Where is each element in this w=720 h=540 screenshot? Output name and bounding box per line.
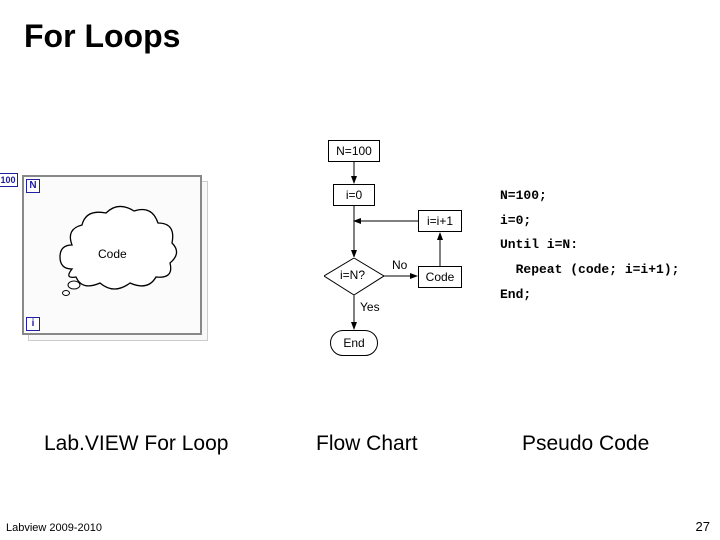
flowchart-node-end: End — [330, 330, 378, 356]
flowchart-node-n100: N=100 — [328, 140, 380, 162]
pseudocode-block: N=100; i=0; Until i=N: Repeat (code; i=i… — [500, 184, 679, 307]
pseudocode-line: End; — [500, 287, 531, 302]
flowchart-node-code: Code — [418, 266, 462, 288]
labview-i-corner: i — [26, 317, 40, 331]
flowchart-arrows — [300, 140, 490, 365]
labview-n-corner: N — [26, 179, 40, 193]
flowchart-node-i0: i=0 — [333, 184, 375, 206]
flowchart-edge-no: No — [392, 258, 407, 272]
caption-labview: Lab.VIEW For Loop — [44, 432, 228, 456]
flowchart-edge-yes: Yes — [360, 300, 380, 314]
pseudocode-line: N=100; — [500, 188, 547, 203]
footer-left: Labview 2009-2010 — [6, 522, 102, 534]
labview-frame: 100 N i Code — [22, 175, 202, 335]
flowchart-diagram: N=100 i=0 i=i+1 i=N? Code End No Yes — [300, 140, 490, 365]
flowchart-decision-label: i=N? — [340, 268, 365, 282]
caption-pseudo: Pseudo Code — [522, 432, 649, 456]
labview-n-terminal: 100 — [0, 173, 18, 187]
labview-diagram: 100 N i Code — [22, 175, 210, 343]
caption-flowchart: Flow Chart — [316, 432, 418, 456]
flowchart-node-iinc: i=i+1 — [418, 210, 462, 232]
footer-page-number: 27 — [696, 519, 710, 534]
pseudocode-line: Until i=N: — [500, 237, 578, 252]
labview-code-label: Code — [98, 247, 127, 261]
pseudocode-line: Repeat (code; i=i+1); — [500, 262, 679, 277]
page-title: For Loops — [24, 18, 180, 55]
pseudocode-line: i=0; — [500, 213, 531, 228]
